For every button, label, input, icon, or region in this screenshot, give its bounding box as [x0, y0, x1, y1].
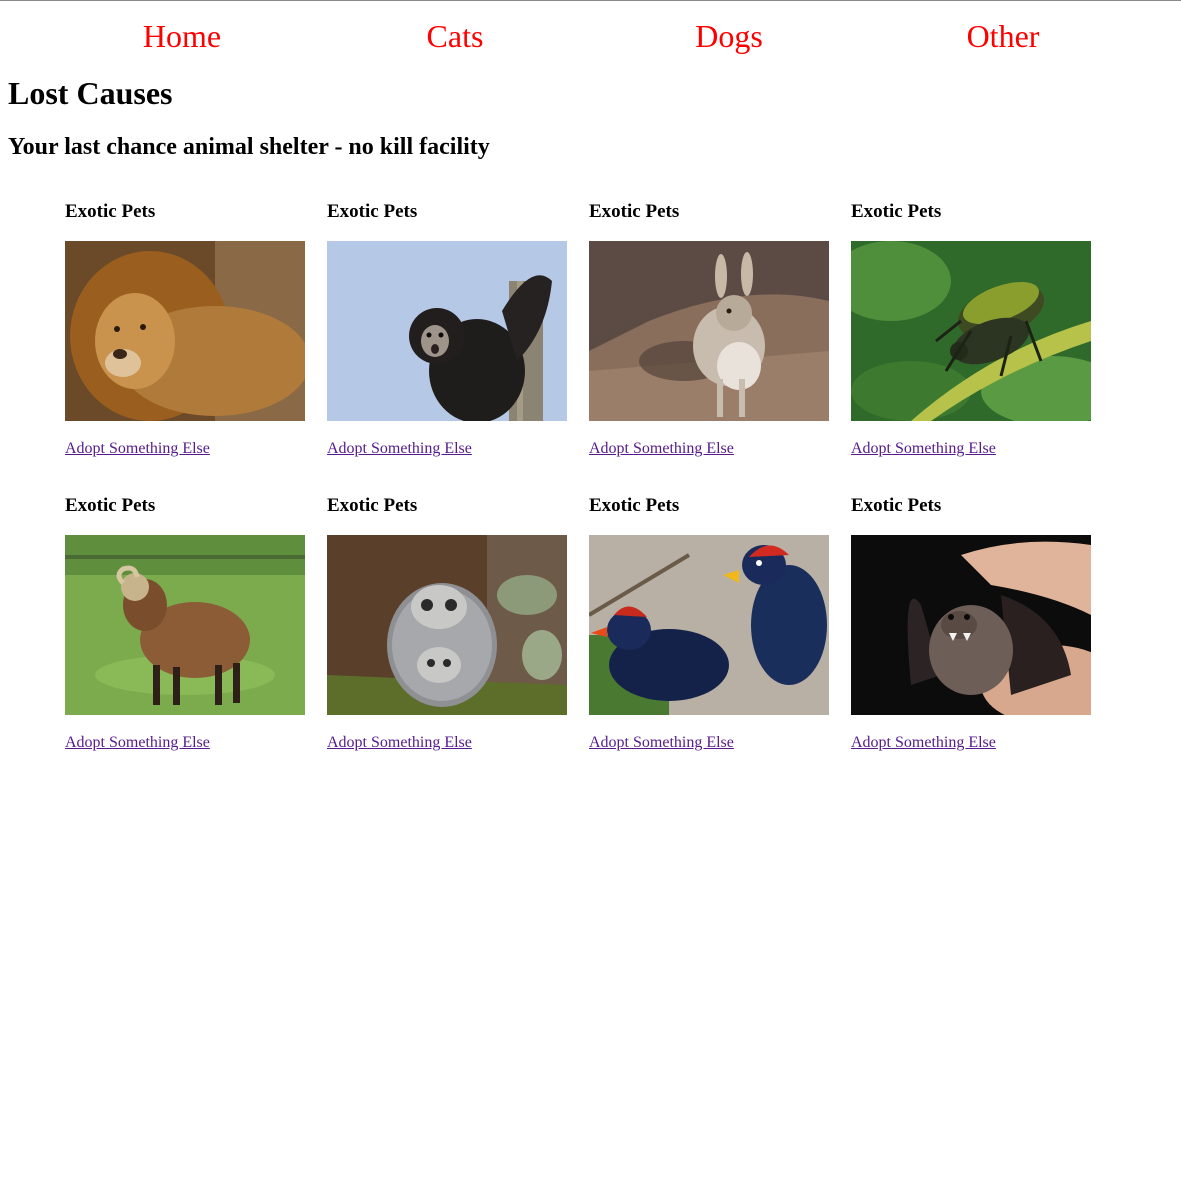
pet-card: Exotic Pets Adopt Something Else	[851, 494, 1091, 751]
adopt-link[interactable]: Adopt Something Else	[327, 734, 472, 751]
pet-card-title: Exotic Pets	[327, 495, 418, 516]
pet-card: Exotic Pets Adopt Something Else	[65, 200, 305, 457]
pet-card-title: Exotic Pets	[851, 201, 942, 222]
pet-card-title: Exotic Pets	[589, 201, 680, 222]
site-tagline: Your last chance animal shelter - no kil…	[8, 134, 490, 160]
gibbon-photo	[327, 241, 567, 421]
meerkat-painted-rock-photo	[327, 535, 567, 715]
pet-card-title: Exotic Pets	[851, 495, 942, 516]
pet-card-title: Exotic Pets	[327, 201, 418, 222]
adopt-link[interactable]: Adopt Something Else	[851, 734, 996, 751]
adopt-link[interactable]: Adopt Something Else	[327, 440, 472, 457]
adopt-link[interactable]: Adopt Something Else	[589, 734, 734, 751]
pet-card: Exotic Pets Adopt Something Else	[327, 200, 567, 457]
pet-card-title: Exotic Pets	[65, 201, 156, 222]
pet-card: Exotic Pets Adopt Something Else	[851, 200, 1091, 457]
lion-photo	[65, 241, 305, 421]
hare-photo	[589, 241, 829, 421]
main-nav: Home Cats Dogs Other	[0, 14, 1181, 58]
pet-card: Exotic Pets Adopt Something Else	[589, 200, 829, 457]
adopt-link[interactable]: Adopt Something Else	[589, 440, 734, 457]
nav-link-other[interactable]: Other	[966, 18, 1040, 54]
pet-card-title: Exotic Pets	[65, 495, 156, 516]
nav-link-cats[interactable]: Cats	[426, 18, 484, 54]
adopt-link[interactable]: Adopt Something Else	[65, 734, 210, 751]
bat-in-hand-photo	[851, 535, 1091, 715]
nav-link-home[interactable]: Home	[142, 18, 222, 54]
top-border	[0, 0, 1181, 1]
pet-card: Exotic Pets Adopt Something Else	[327, 494, 567, 751]
pet-card-title: Exotic Pets	[589, 495, 680, 516]
pet-card: Exotic Pets Adopt Something Else	[65, 494, 305, 751]
beetles-photo	[851, 241, 1091, 421]
adopt-link[interactable]: Adopt Something Else	[851, 440, 996, 457]
sheep-photo	[65, 535, 305, 715]
nav-link-dogs[interactable]: Dogs	[695, 18, 763, 54]
turaco-birds-photo	[589, 535, 829, 715]
site-title: Lost Causes	[8, 75, 173, 111]
pet-card: Exotic Pets Adopt Something Else	[589, 494, 829, 751]
adopt-link[interactable]: Adopt Something Else	[65, 440, 210, 457]
